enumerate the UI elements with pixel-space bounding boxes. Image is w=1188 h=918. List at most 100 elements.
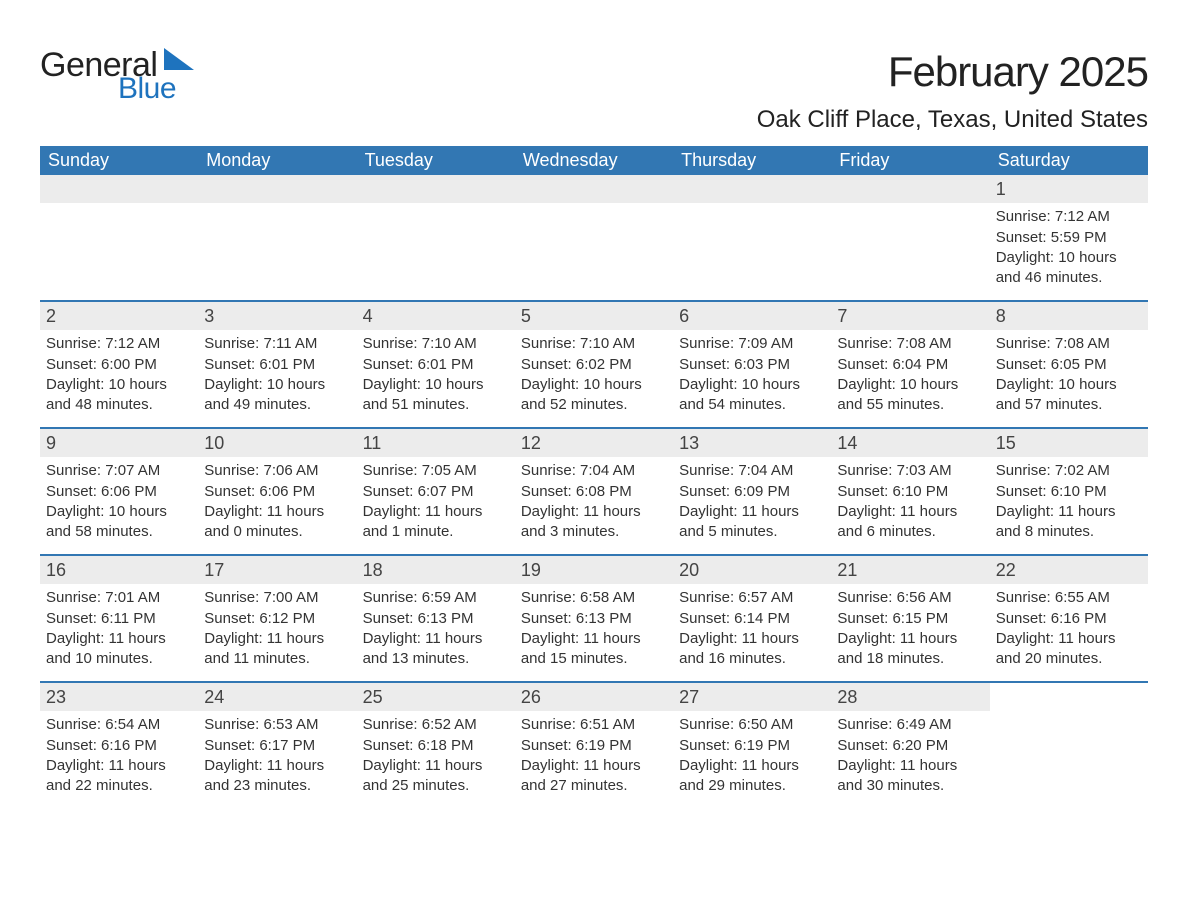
- sunrise-text: Sunrise: 6:52 AM: [363, 715, 509, 735]
- day-number-row: 2: [40, 302, 198, 330]
- day-number: 3: [204, 306, 214, 326]
- weekday-label: Sunday: [40, 146, 198, 175]
- sunset-text: Sunset: 6:06 PM: [46, 482, 192, 502]
- daylight2-text: and 29 minutes.: [679, 776, 825, 796]
- day-number-row: 21: [831, 556, 989, 584]
- day-number-row: 9: [40, 429, 198, 457]
- calendar-cell: 4 Sunrise: 7:10 AMSunset: 6:01 PMDaylight…: [357, 302, 515, 427]
- day-number-row: [673, 175, 831, 203]
- day-info: Sunrise: 6:58 AMSunset: 6:13 PMDaylight:…: [515, 588, 673, 669]
- sunrise-text: Sunrise: 6:59 AM: [363, 588, 509, 608]
- daylight1-text: Daylight: 11 hours: [46, 629, 192, 649]
- daylight1-text: Daylight: 11 hours: [679, 629, 825, 649]
- daylight1-text: Daylight: 11 hours: [521, 502, 667, 522]
- sunset-text: Sunset: 6:09 PM: [679, 482, 825, 502]
- sunrise-text: Sunrise: 6:49 AM: [837, 715, 983, 735]
- sunrise-text: Sunrise: 6:50 AM: [679, 715, 825, 735]
- calendar-cell: 5Sunrise: 7:10 AMSunset: 6:02 PMDaylight…: [515, 302, 673, 427]
- day-number-row: 12: [515, 429, 673, 457]
- day-number-row: 11: [357, 429, 515, 457]
- sunset-text: Sunset: 5:59 PM: [996, 228, 1142, 248]
- day-number-row: [831, 175, 989, 203]
- weekday-label: Tuesday: [357, 146, 515, 175]
- sunrise-text: Sunrise: 7:00 AM: [204, 588, 350, 608]
- daylight2-text: and 30 minutes.: [837, 776, 983, 796]
- day-info: Sunrise: 7:04 AMSunset: 6:08 PMDaylight:…: [515, 461, 673, 542]
- calendar-cell: 6Sunrise: 7:09 AMSunset: 6:03 PMDaylight…: [673, 302, 831, 427]
- daylight1-text: Daylight: 11 hours: [204, 756, 350, 776]
- daylight1-text: Daylight: 11 hours: [837, 756, 983, 776]
- sunrise-text: Sunrise: 7:05 AM: [363, 461, 509, 481]
- daylight2-text: and 27 minutes.: [521, 776, 667, 796]
- day-number-row: [515, 175, 673, 203]
- day-number: 24: [204, 687, 224, 707]
- day-number: 11: [363, 433, 382, 453]
- weekday-label: Wednesday: [515, 146, 673, 175]
- calendar-cell: 21Sunrise: 6:56 AMSunset: 6:15 PMDayligh…: [831, 556, 989, 681]
- calendar-cell: 25 Sunrise: 6:52 AMSunset: 6:18 PMDayligh…: [357, 683, 515, 808]
- sunrise-text: Sunrise: 7:04 AM: [521, 461, 667, 481]
- daylight1-text: Daylight: 10 hours: [204, 375, 350, 395]
- daylight2-text: and 11 minutes.: [204, 649, 350, 669]
- day-info: Sunrise: 6:52 AMSunset: 6:18 PMDaylight:…: [357, 715, 515, 796]
- sunrise-text: Sunrise: 6:54 AM: [46, 715, 192, 735]
- daylight2-text: and 3 minutes.: [521, 522, 667, 542]
- day-number-row: [357, 175, 515, 203]
- sunset-text: Sunset: 6:18 PM: [363, 736, 509, 756]
- sunset-text: Sunset: 6:12 PM: [204, 609, 350, 629]
- calendar-cell: [990, 683, 1148, 808]
- day-number-row: 3: [198, 302, 356, 330]
- day-info: Sunrise: 7:10 AMSunset: 6:01 PMDaylight:…: [357, 334, 515, 415]
- day-number-row: 6: [673, 302, 831, 330]
- sunset-text: Sunset: 6:02 PM: [521, 355, 667, 375]
- sunrise-text: Sunrise: 6:56 AM: [837, 588, 983, 608]
- sunrise-text: Sunrise: 7:12 AM: [996, 207, 1142, 227]
- day-info: Sunrise: 7:04 AMSunset: 6:09 PMDaylight:…: [673, 461, 831, 542]
- daylight1-text: Daylight: 10 hours: [996, 375, 1142, 395]
- sunset-text: Sunset: 6:20 PM: [837, 736, 983, 756]
- daylight2-text: and 0 minutes.: [204, 522, 350, 542]
- daylight2-text: and 23 minutes.: [204, 776, 350, 796]
- day-number-row: 1: [990, 175, 1148, 203]
- day-info: Sunrise: 7:12 AMSunset: 6:00 PMDaylight:…: [40, 334, 198, 415]
- calendar: Sunday Monday Tuesday Wednesday Thursday…: [40, 146, 1148, 808]
- day-number-row: 16: [40, 556, 198, 584]
- calendar-week: 23Sunrise: 6:54 AMSunset: 6:16 PMDayligh…: [40, 681, 1148, 808]
- day-info: Sunrise: 7:12 AMSunset: 5:59 PMDaylight:…: [990, 207, 1148, 288]
- sunrise-text: Sunrise: 6:51 AM: [521, 715, 667, 735]
- day-number: 28: [837, 687, 857, 707]
- day-info: Sunrise: 6:55 AMSunset: 6:16 PMDaylight:…: [990, 588, 1148, 669]
- calendar-cell: [831, 175, 989, 300]
- daylight2-text: and 20 minutes.: [996, 649, 1142, 669]
- day-number: 22: [996, 560, 1016, 580]
- weekday-label: Saturday: [990, 146, 1148, 175]
- day-number: 26: [521, 687, 541, 707]
- daylight1-text: Daylight: 10 hours: [46, 375, 192, 395]
- daylight2-text: and 48 minutes.: [46, 395, 192, 415]
- calendar-week: 16Sunrise: 7:01 AMSunset: 6:11 PMDayligh…: [40, 554, 1148, 681]
- day-info: Sunrise: 6:59 AMSunset: 6:13 PMDaylight:…: [357, 588, 515, 669]
- title-block: February 2025 Oak Cliff Place, Texas, Un…: [757, 48, 1148, 142]
- calendar-cell: 3Sunrise: 7:11 AMSunset: 6:01 PMDaylight…: [198, 302, 356, 427]
- sunrise-text: Sunrise: 6:57 AM: [679, 588, 825, 608]
- day-info: Sunrise: 7:07 AMSunset: 6:06 PMDaylight:…: [40, 461, 198, 542]
- flag-icon: [164, 48, 194, 74]
- sunrise-text: Sunrise: 7:02 AM: [996, 461, 1142, 481]
- day-number: 18: [363, 560, 383, 580]
- calendar-cell: [673, 175, 831, 300]
- day-info: Sunrise: 6:49 AMSunset: 6:20 PMDaylight:…: [831, 715, 989, 796]
- day-number-row: 18: [357, 556, 515, 584]
- daylight1-text: Daylight: 10 hours: [996, 248, 1142, 268]
- day-info: Sunrise: 6:54 AMSunset: 6:16 PMDaylight:…: [40, 715, 198, 796]
- sunset-text: Sunset: 6:03 PM: [679, 355, 825, 375]
- sunrise-text: Sunrise: 7:11 AM: [204, 334, 350, 354]
- daylight2-text: and 57 minutes.: [996, 395, 1142, 415]
- calendar-cell: 11Sunrise: 7:05 AMSunset: 6:07 PMDayligh…: [357, 429, 515, 554]
- sunrise-text: Sunrise: 7:12 AM: [46, 334, 192, 354]
- sunset-text: Sunset: 6:11 PM: [46, 609, 192, 629]
- calendar-cell: 18 Sunrise: 6:59 AMSunset: 6:13 PMDayligh…: [357, 556, 515, 681]
- day-number-row: 17: [198, 556, 356, 584]
- day-number: 25: [363, 687, 383, 707]
- sunset-text: Sunset: 6:10 PM: [837, 482, 983, 502]
- day-number-row: 4: [357, 302, 515, 330]
